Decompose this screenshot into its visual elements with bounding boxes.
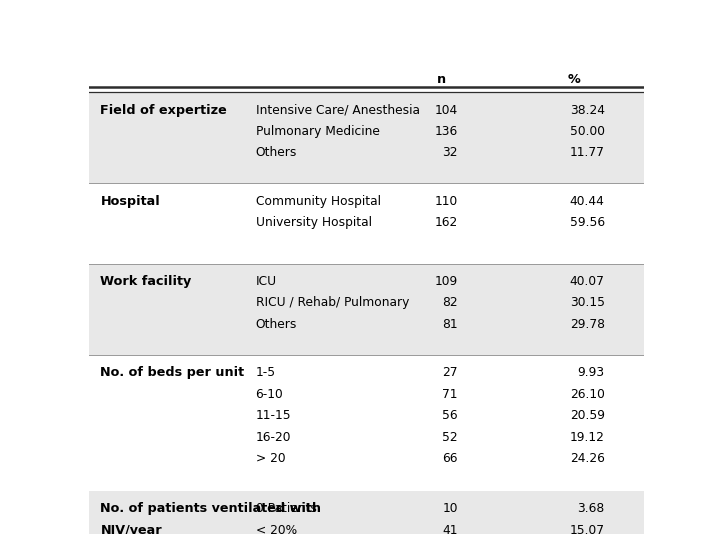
Text: 56: 56 xyxy=(443,409,458,422)
Text: 24.26: 24.26 xyxy=(570,452,605,465)
Text: 11-15: 11-15 xyxy=(256,409,291,422)
Text: 40.44: 40.44 xyxy=(570,195,605,208)
Bar xyxy=(89,355,644,491)
Text: 104: 104 xyxy=(435,104,458,116)
Text: 3.68: 3.68 xyxy=(578,502,605,515)
Text: RICU / Rehab/ Pulmonary: RICU / Rehab/ Pulmonary xyxy=(256,296,409,310)
Text: Field of expertize: Field of expertize xyxy=(100,104,227,116)
Text: 59.56: 59.56 xyxy=(570,216,605,229)
Text: > 20: > 20 xyxy=(256,452,285,465)
Bar xyxy=(89,92,644,183)
Text: 27: 27 xyxy=(443,366,458,379)
Bar xyxy=(89,491,644,534)
Text: 20.59: 20.59 xyxy=(570,409,605,422)
Text: University Hospital: University Hospital xyxy=(256,216,372,229)
Text: 16-20: 16-20 xyxy=(256,430,291,444)
Text: %: % xyxy=(568,73,581,86)
Bar xyxy=(89,183,644,263)
Text: ICU: ICU xyxy=(256,275,277,288)
Text: No. of patients ventilated with: No. of patients ventilated with xyxy=(100,502,322,515)
Text: 11.77: 11.77 xyxy=(570,146,605,159)
Text: 6-10: 6-10 xyxy=(256,388,283,400)
Text: 30.15: 30.15 xyxy=(570,296,605,310)
Text: 50.00: 50.00 xyxy=(570,125,605,138)
Text: 136: 136 xyxy=(435,125,458,138)
Text: 26.10: 26.10 xyxy=(570,388,605,400)
Text: Others: Others xyxy=(256,146,297,159)
Text: 0 Patients: 0 Patients xyxy=(256,502,317,515)
Text: 109: 109 xyxy=(435,275,458,288)
Text: Work facility: Work facility xyxy=(100,275,192,288)
Bar xyxy=(89,263,644,355)
Text: Intensive Care/ Anesthesia: Intensive Care/ Anesthesia xyxy=(256,104,420,116)
Text: 71: 71 xyxy=(443,388,458,400)
Text: 15.07: 15.07 xyxy=(570,524,605,534)
Text: 9.93: 9.93 xyxy=(578,366,605,379)
Text: 1-5: 1-5 xyxy=(256,366,276,379)
Text: 162: 162 xyxy=(435,216,458,229)
Text: < 20%: < 20% xyxy=(256,524,297,534)
Text: 19.12: 19.12 xyxy=(570,430,605,444)
Text: 66: 66 xyxy=(443,452,458,465)
Text: 41: 41 xyxy=(443,524,458,534)
Text: 82: 82 xyxy=(443,296,458,310)
Text: 81: 81 xyxy=(443,318,458,331)
Text: 32: 32 xyxy=(443,146,458,159)
Text: 10: 10 xyxy=(443,502,458,515)
Text: 38.24: 38.24 xyxy=(570,104,605,116)
Text: Pulmonary Medicine: Pulmonary Medicine xyxy=(256,125,380,138)
Text: NIV/year: NIV/year xyxy=(100,524,162,534)
Text: 52: 52 xyxy=(443,430,458,444)
Text: 40.07: 40.07 xyxy=(570,275,605,288)
Text: 110: 110 xyxy=(435,195,458,208)
Text: n: n xyxy=(437,73,446,86)
Text: 29.78: 29.78 xyxy=(570,318,605,331)
Text: Others: Others xyxy=(256,318,297,331)
Text: Community Hospital: Community Hospital xyxy=(256,195,380,208)
Text: No. of beds per unit: No. of beds per unit xyxy=(100,366,245,379)
Text: Hospital: Hospital xyxy=(100,195,160,208)
